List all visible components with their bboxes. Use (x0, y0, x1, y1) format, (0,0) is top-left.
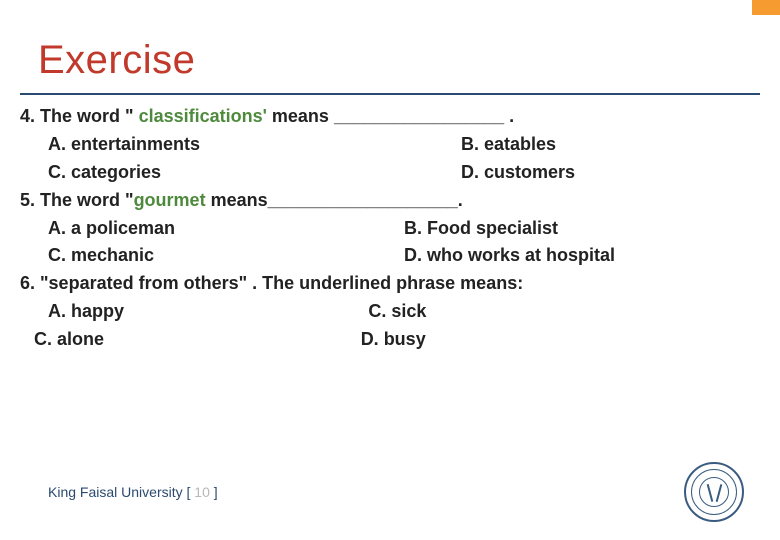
footer-bracket-open: [ (183, 484, 195, 500)
question-5-options-row2: C. mechanic D. who works at hospital (20, 242, 760, 270)
question-5-stem: 5. The word "gourmet means______________… (20, 187, 760, 215)
q5-option-d: D. who works at hospital (404, 242, 760, 270)
q5-option-b: B. Food specialist (404, 215, 760, 243)
question-4-options-row1: A. entertainments B. eatables (20, 131, 760, 159)
q6-option-a: A. happy (48, 298, 368, 326)
title-region: Exercise (0, 0, 780, 89)
title-text: Exercise (38, 38, 195, 82)
question-4-options-row2: C. categories D. customers (20, 159, 760, 187)
q4-option-c: C. categories (48, 159, 461, 187)
q4-option-d: D. customers (461, 159, 760, 187)
accent-box (752, 0, 780, 15)
footer: King Faisal University [ 10 ] (0, 462, 780, 522)
q6-option-c-right: C. sick (368, 298, 760, 326)
university-logo (684, 462, 744, 522)
question-4-stem: 4. The word " classifications' means ___… (20, 103, 760, 131)
content-area: 4. The word " classifications' means ___… (0, 95, 780, 354)
q4-lead: The word " (40, 106, 139, 126)
footer-university: King Faisal University (48, 484, 183, 500)
q6-option-d: D. busy (361, 326, 760, 354)
q5-tail: means___________________. (206, 190, 463, 210)
question-6-options-row1: A. happy C. sick (20, 298, 760, 326)
q4-option-b: B. eatables (461, 131, 760, 159)
footer-page-number: 10 (194, 484, 210, 500)
q4-option-a: A. entertainments (48, 131, 461, 159)
q4-keyword: classifications' (139, 106, 267, 126)
footer-text: King Faisal University [ 10 ] (48, 484, 218, 500)
footer-bracket-close: ] (210, 484, 218, 500)
q4-prefix: 4. (20, 106, 40, 126)
q5-keyword: gourmet (134, 190, 206, 210)
q5-option-a: A. a policeman (48, 215, 404, 243)
q5-prefix: 5. (20, 190, 40, 210)
page-title: Exercise (38, 38, 780, 83)
q4-tail: means _________________ . (267, 106, 514, 126)
logo-inner (699, 477, 729, 507)
q6-option-c-left: C. alone (34, 326, 361, 354)
question-5-options-row1: A. a policeman B. Food specialist (20, 215, 760, 243)
question-6-options-row2: C. alone D. busy (20, 326, 760, 354)
q5-lead: The word " (40, 190, 134, 210)
q5-option-c: C. mechanic (48, 242, 404, 270)
question-6-stem: 6. "separated from others" . The underli… (20, 270, 760, 298)
